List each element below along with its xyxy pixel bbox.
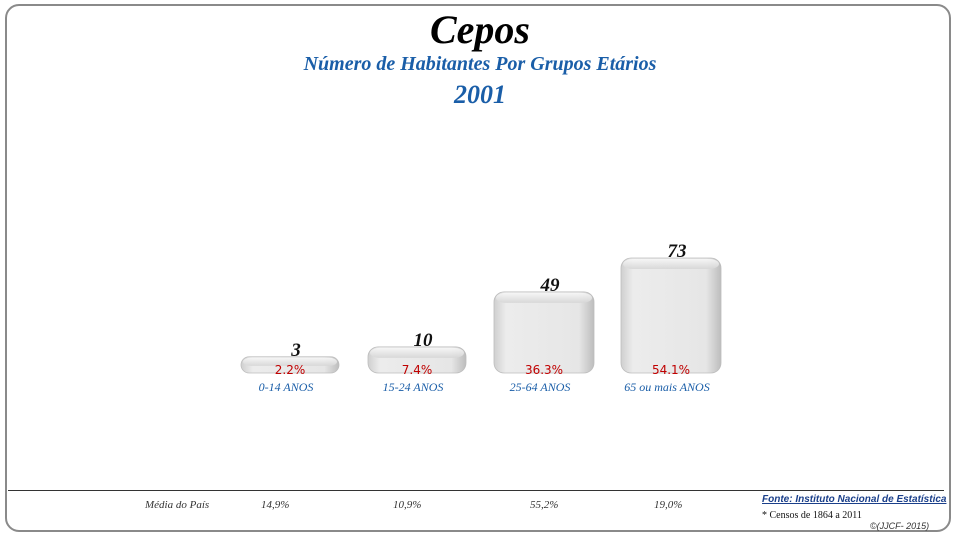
chart-subtitle: Número de Habitantes Por Grupos Etários [303, 53, 657, 75]
bar-top-25-64 [496, 292, 592, 303]
bar-65-mais [620, 257, 722, 374]
chart-year: 2001 [454, 80, 506, 109]
percent-label-15-24: 7.4% [402, 363, 433, 377]
media-value-15-24: 10,9% [393, 499, 422, 511]
percent-label-0-14: 2.2% [275, 363, 306, 377]
media-value-65-mais: 19,0% [654, 499, 683, 511]
copyright-note: ©(JJCF- 2015) [870, 521, 930, 531]
value-label-25-64: 49 [540, 275, 561, 296]
bar-top-0-14 [243, 357, 337, 366]
slide-frame [5, 4, 951, 532]
media-pais-label: Média do País [145, 499, 210, 511]
source-note: Fonte: Instituto Nacional de Estatística [762, 494, 947, 505]
footer-divider [8, 490, 944, 491]
category-label-15-24: 15-24 ANOS [383, 380, 444, 394]
bar-top-15-24 [370, 347, 464, 358]
bar-25-64 [493, 291, 595, 374]
category-label-65-mais: 65 ou mais ANOS [624, 380, 709, 394]
value-label-65-mais: 73 [668, 241, 687, 262]
media-value-25-64: 55,2% [530, 499, 559, 511]
value-label-15-24: 10 [414, 330, 434, 351]
percent-label-65-mais: 54.1% [652, 363, 690, 377]
media-value-0-14: 14,9% [261, 499, 290, 511]
category-label-0-14: 0-14 ANOS [259, 380, 314, 394]
value-label-0-14: 3 [290, 340, 301, 361]
category-label-25-64: 25-64 ANOS [510, 380, 571, 394]
bar-top-65-mais [623, 259, 719, 269]
census-note: * Censos de 1864 a 2011 [762, 510, 862, 521]
percent-label-25-64: 36.3% [525, 363, 563, 377]
chart-title: Cepos [430, 7, 530, 52]
